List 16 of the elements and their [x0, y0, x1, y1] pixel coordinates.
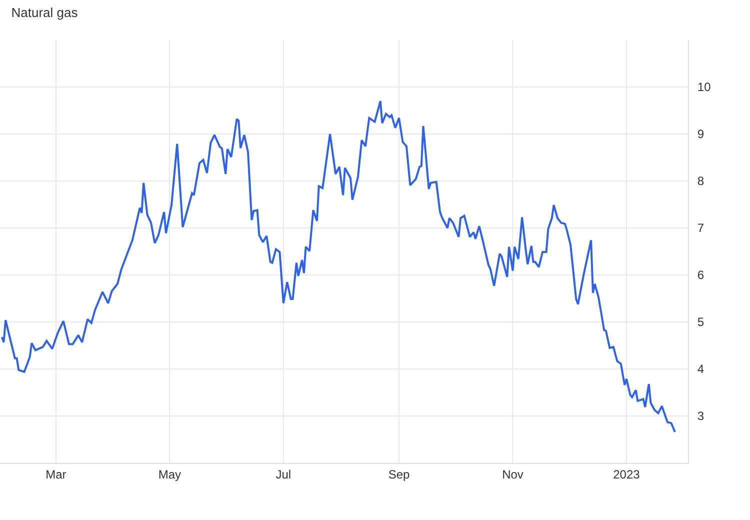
- x-tick-label: Mar: [46, 467, 66, 482]
- y-tick-label: 5: [697, 315, 704, 330]
- y-tick-label: 8: [697, 174, 704, 188]
- y-tick-label: 3: [697, 409, 704, 424]
- x-tick-label: 2023: [613, 467, 640, 482]
- x-tick-label: Jul: [276, 467, 292, 482]
- x-tick-label: Nov: [502, 467, 524, 482]
- line-series: [0, 100, 676, 433]
- y-tick-label: 6: [697, 268, 704, 282]
- y-tick-label: 9: [697, 127, 704, 142]
- chart-title: Natural gas: [11, 4, 78, 20]
- x-tick-label: May: [158, 467, 182, 482]
- y-tick-label: 10: [697, 80, 712, 94]
- y-tick-label: 4: [697, 362, 704, 376]
- y-tick-label: 7: [697, 221, 704, 236]
- x-tick-label: Sep: [388, 467, 410, 482]
